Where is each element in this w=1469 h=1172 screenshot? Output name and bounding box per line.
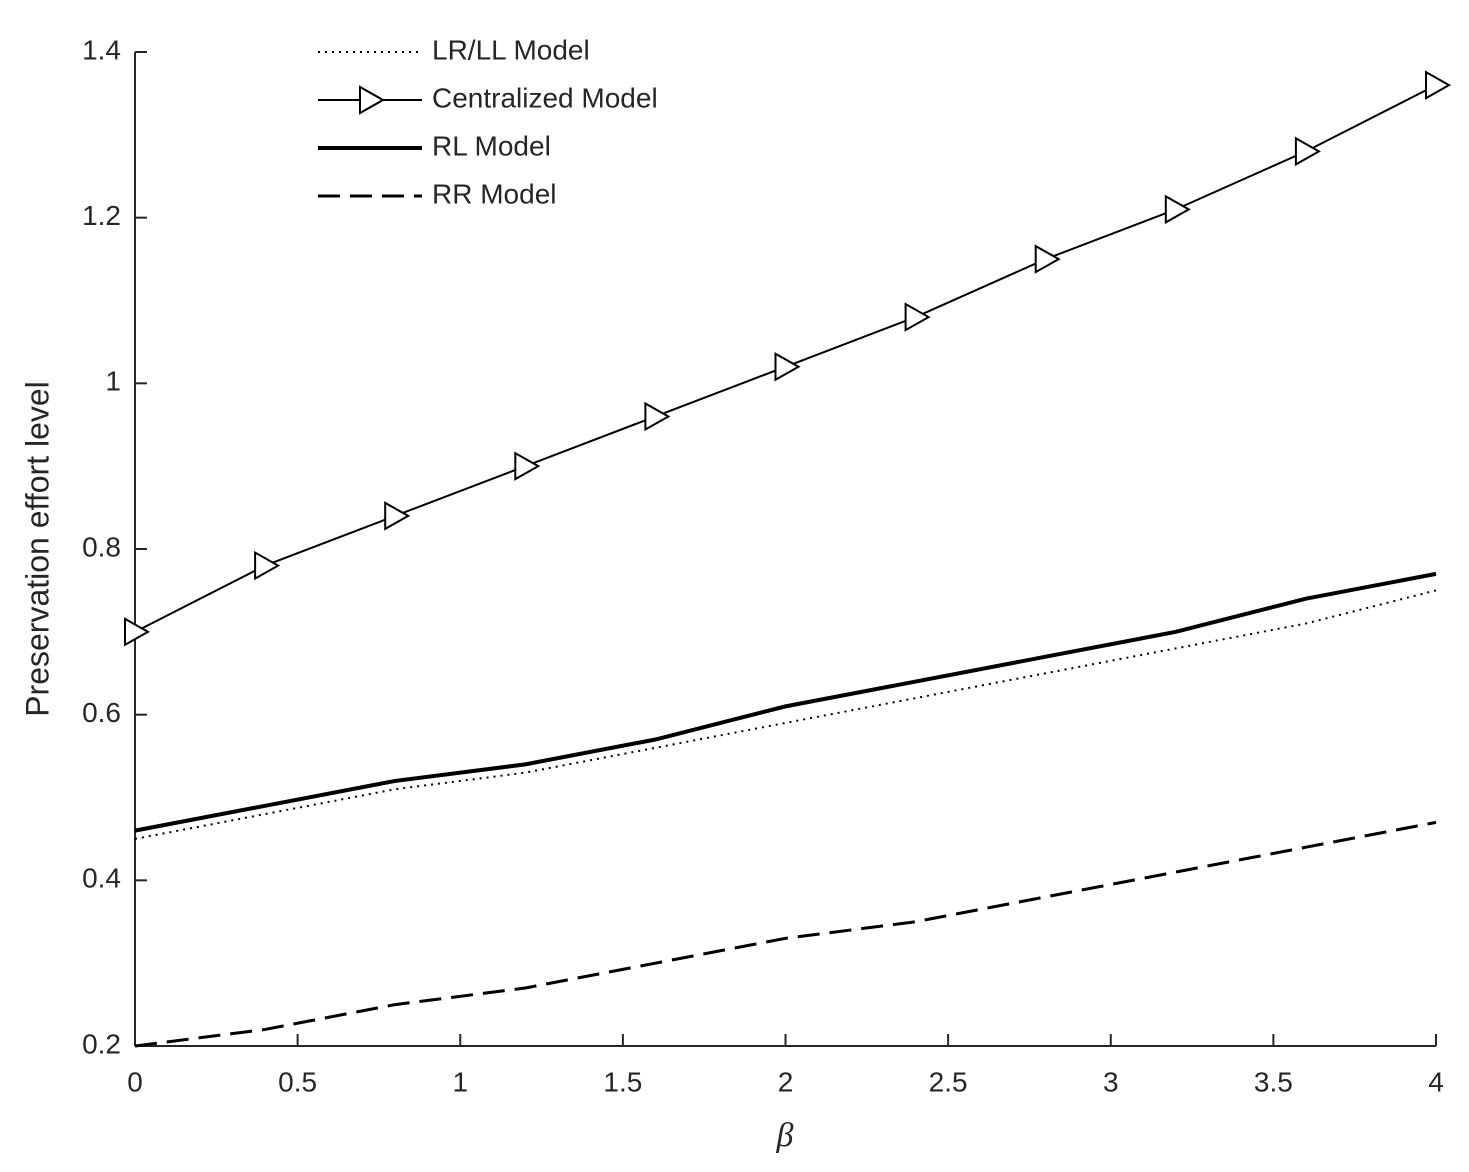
marker [1034,244,1061,274]
legend-marker [359,85,386,115]
marker [124,617,151,647]
y-tick-label: 1.2 [82,200,121,231]
marker [254,550,281,581]
x-tick-label: 3.5 [1254,1066,1293,1097]
y-tick-label: 1 [105,366,121,397]
marker [904,302,931,332]
x-tick-label: 1 [452,1066,468,1097]
legend-label: RR Model [432,178,556,209]
marker [514,451,541,481]
y-tick-label: 0.6 [82,697,121,728]
legend-label: RL Model [432,130,551,161]
x-tick-label: 2.5 [929,1066,968,1097]
marker [1425,70,1452,100]
x-axis-label: β [776,1117,794,1154]
y-tick-label: 1.4 [82,34,121,65]
legend-label: LR/LL Model [432,34,590,65]
x-tick-label: 0.5 [278,1066,317,1097]
y-axis-label: Preservation effort level [19,381,55,717]
series-line [134,820,1437,1048]
marker [644,401,671,432]
marker [1294,136,1321,167]
legend-label: Centralized Model [432,82,658,113]
series-line [134,589,1437,840]
x-tick-label: 1.5 [603,1066,642,1097]
marker [1164,194,1191,225]
marker [384,501,411,531]
x-tick-label: 4 [1428,1066,1444,1097]
marker [774,352,801,382]
x-tick-label: 2 [778,1066,794,1097]
y-tick-label: 0.4 [82,863,121,894]
y-tick-label: 0.2 [82,1028,121,1059]
y-tick-label: 0.8 [82,531,121,562]
x-tick-label: 0 [127,1066,143,1097]
x-tick-label: 3 [1103,1066,1119,1097]
series-line [134,571,1437,833]
